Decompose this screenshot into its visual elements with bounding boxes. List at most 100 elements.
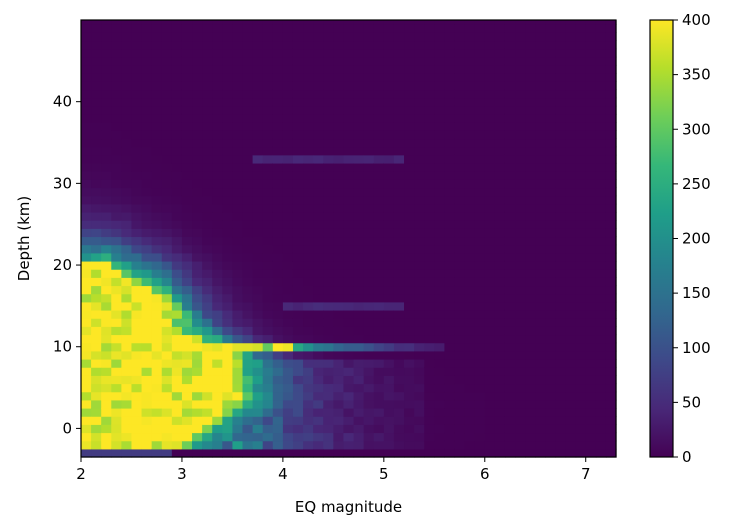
heatmap-cell [424,416,435,425]
heatmap-cell [313,154,324,164]
heatmap-cell [575,73,587,82]
heatmap-cell [363,383,375,393]
heatmap-cell [414,73,425,82]
heatmap-cell [424,122,435,131]
heatmap-cell [545,342,557,352]
heatmap-cell [121,220,133,229]
heatmap-cell [111,285,122,295]
heatmap-cell [434,32,445,42]
heatmap-cell [141,56,153,66]
heatmap-cell [585,89,597,99]
heatmap-cell [202,220,213,229]
heatmap-cell [151,252,163,262]
heatmap-cell [525,277,536,287]
heatmap-cell [252,162,264,172]
y-tick-label: 40 [53,93,72,111]
heatmap-cell [545,236,557,246]
heatmap-cell [313,244,324,254]
heatmap-cell [192,48,203,58]
heatmap-cell [303,326,314,336]
heatmap-cell [444,440,456,450]
heatmap-cell [535,358,546,368]
heatmap-cell [141,171,153,180]
heatmap-cell [91,154,102,164]
heatmap-cell [111,293,122,303]
heatmap-cell [494,358,506,368]
heatmap-cell [222,138,234,148]
heatmap-cell [373,32,385,42]
heatmap-cell [515,187,526,197]
heatmap-cell [303,440,314,450]
heatmap-cell [171,97,183,107]
heatmap-cell [303,130,314,140]
heatmap-cell [101,113,112,123]
heatmap-cell [353,334,365,344]
heatmap-cell [192,130,203,140]
heatmap-cell [101,203,112,213]
heatmap-cell [272,146,284,156]
heatmap-cell [141,244,153,254]
heatmap-cell [212,432,223,442]
heatmap-cell [181,138,193,148]
heatmap-cell [303,228,314,238]
heatmap-cell [272,244,284,254]
heatmap-cell [434,260,445,270]
heatmap-cell [605,375,617,385]
heatmap-cell [545,105,557,115]
heatmap-cell [242,203,254,213]
heatmap-cell [585,64,597,74]
heatmap-cell [212,32,223,42]
heatmap-cell [313,138,324,148]
heatmap-cell [525,171,536,180]
heatmap-cell [515,399,526,409]
heatmap-cell [434,375,445,385]
heatmap-cell [222,358,234,368]
heatmap-cell [333,154,345,164]
heatmap-cell [605,407,617,417]
heatmap-cell [353,81,365,91]
heatmap-cell [333,105,345,115]
heatmap-cell [545,211,557,221]
heatmap-cell [504,32,516,42]
heatmap-cell [535,399,546,409]
heatmap-cell [565,81,577,91]
heatmap-cell [81,122,92,131]
heatmap-cell [343,293,355,303]
heatmap-cell [373,89,385,99]
heatmap-cell [272,195,284,205]
heatmap-cell [161,73,173,82]
heatmap-cell [181,48,193,58]
heatmap-cell [232,301,244,311]
x-tick-label: 3 [177,465,187,483]
heatmap-cell [232,260,244,270]
heatmap-cell [272,448,284,458]
heatmap-cell [151,301,163,311]
heatmap-cell [303,179,314,189]
heatmap-cell [272,326,284,336]
heatmap-cell [414,220,425,229]
heatmap-cell [434,448,445,458]
heatmap-cell [434,179,445,189]
heatmap-cell [343,269,355,278]
heatmap-cell [91,326,102,336]
heatmap-cell [161,20,173,25]
heatmap-cell [272,342,284,352]
heatmap-cell [313,342,324,352]
heatmap-cell [282,326,294,336]
heatmap-cell [353,342,365,352]
heatmap-cell [605,195,617,205]
heatmap-cell [605,154,617,164]
heatmap-cell [575,171,587,180]
heatmap-cell [454,40,466,50]
heatmap-cell [555,407,567,417]
heatmap-cell [303,424,314,434]
heatmap-cell [171,195,183,205]
heatmap-cell [161,113,173,123]
heatmap-cell [454,187,466,197]
heatmap-cell [565,56,577,66]
heatmap-cell [424,391,435,401]
heatmap-cell [181,228,193,238]
heatmap-cell [555,211,567,221]
heatmap-cell [161,448,173,458]
heatmap-cell [91,171,102,180]
